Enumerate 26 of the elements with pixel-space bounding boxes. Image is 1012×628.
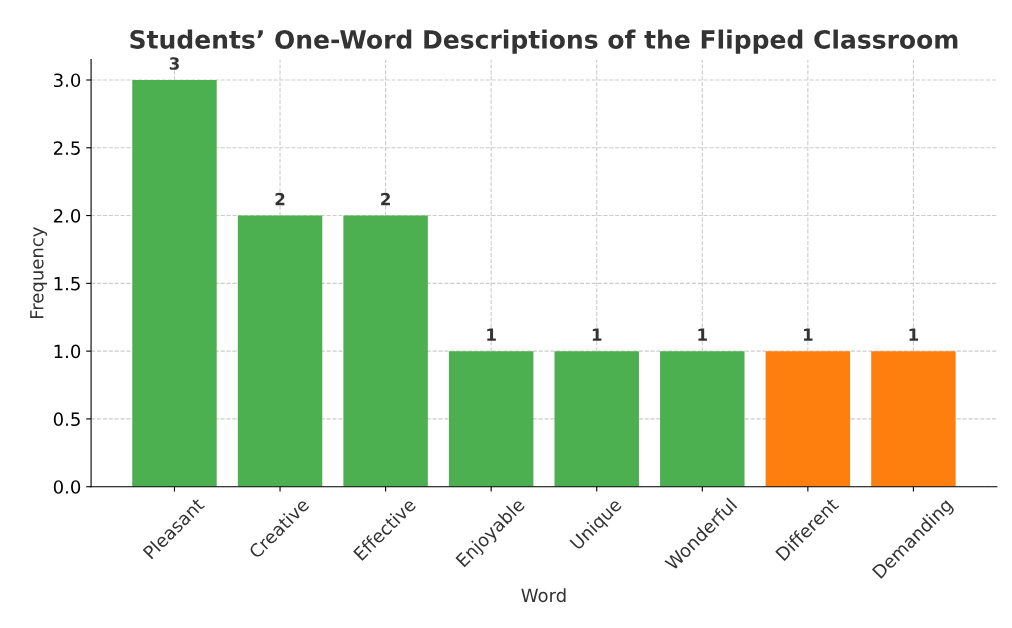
bar: [871, 351, 956, 487]
data-label: 1: [909, 328, 919, 341]
y-tick-label: 0.0: [53, 480, 81, 494]
data-label: 2: [275, 192, 285, 206]
chart-title: Students’ One-Word Descriptions of the Flipped Classroom: [130, 29, 958, 54]
y-tick-label: 1.5: [54, 277, 80, 291]
y-tick-label: 2.5: [53, 141, 80, 155]
y-axis-title: Frequency: [30, 227, 48, 319]
bar: [343, 215, 428, 487]
bar: [765, 351, 851, 487]
data-label: 1: [592, 328, 602, 341]
data-label: 2: [381, 192, 390, 206]
y-tick-label: 1.0: [54, 344, 81, 359]
bar: [448, 351, 534, 487]
data-label: 1: [487, 328, 496, 341]
y-tick-label: 2.0: [53, 209, 81, 223]
bar: [660, 351, 745, 487]
x-axis-title: Word: [521, 588, 566, 603]
data-label: 3: [169, 57, 179, 70]
y-tick-label: 0.5: [53, 412, 80, 427]
data-label: 1: [803, 328, 813, 341]
y-tick-label: 3.0: [54, 73, 81, 88]
bar: [237, 215, 323, 487]
bar: [554, 351, 639, 487]
bar: [132, 80, 217, 487]
data-label: 1: [698, 328, 707, 341]
